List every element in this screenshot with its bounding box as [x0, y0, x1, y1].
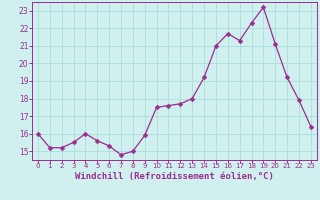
X-axis label: Windchill (Refroidissement éolien,°C): Windchill (Refroidissement éolien,°C) — [75, 172, 274, 181]
